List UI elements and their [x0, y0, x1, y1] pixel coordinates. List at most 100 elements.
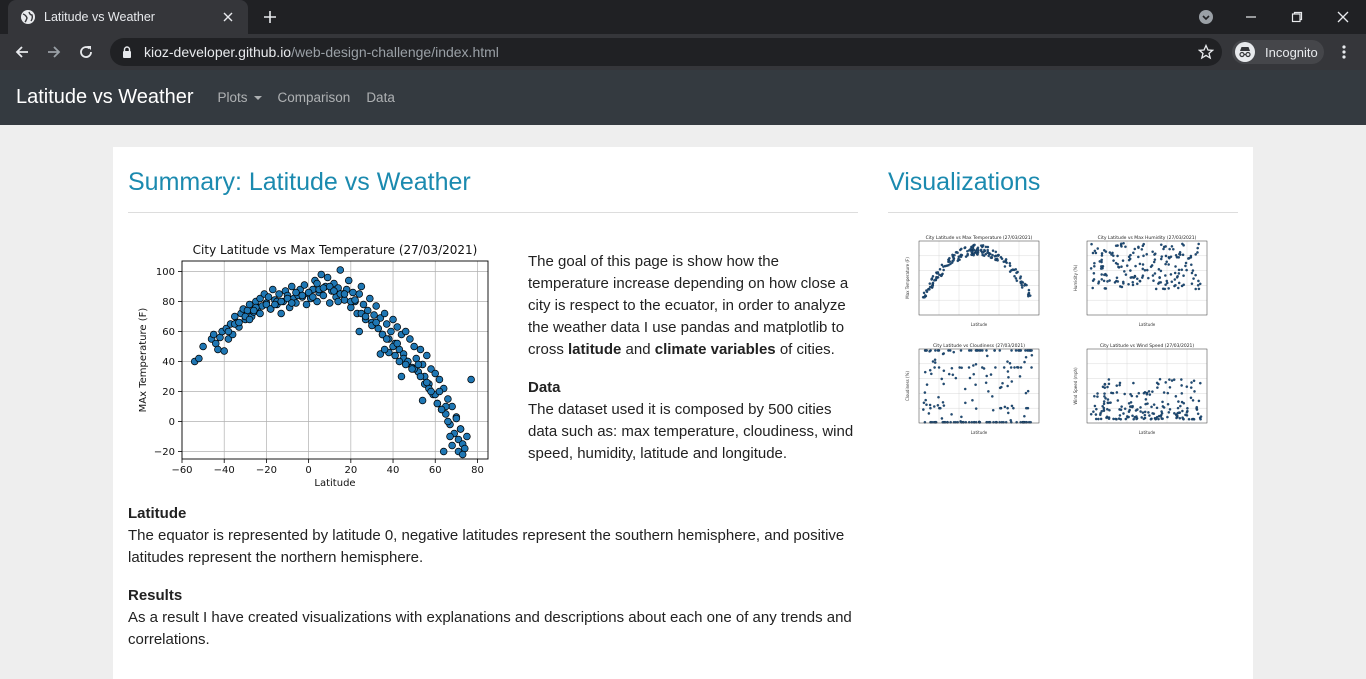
thumbnail-cloudiness[interactable]: City Latitude vs Cloudiness (27/03/2021)… — [903, 341, 1043, 437]
menu-dots-icon[interactable] — [1334, 40, 1354, 64]
thumbnail-point — [1195, 405, 1199, 409]
thumbnail-point — [1131, 283, 1135, 287]
thumbnail-point — [1008, 264, 1012, 267]
nav-item-data[interactable]: Data — [366, 90, 395, 105]
minimize-icon[interactable] — [1228, 0, 1274, 34]
latitude-section: Latitude The equator is represented by l… — [128, 503, 858, 569]
thumbnail-point — [1129, 253, 1132, 257]
thumbnail-point — [1180, 284, 1184, 288]
thumbnail-point — [1177, 400, 1180, 403]
thumbnail-point — [1197, 399, 1201, 403]
thumbnail-point — [1006, 370, 1010, 373]
scatter-point — [195, 354, 203, 363]
tab-search-icon[interactable] — [1196, 7, 1216, 27]
thumbnail-point — [971, 399, 974, 402]
browser-tab[interactable]: Latitude vs Weather — [8, 0, 248, 34]
thumbnail-point — [1015, 271, 1018, 275]
latitude-temperature-chart[interactable]: City Latitude vs Max Temperature (27/03/… — [132, 239, 502, 499]
thumbnail-point — [1132, 381, 1135, 385]
nav-item-plots[interactable]: Plots — [210, 90, 270, 105]
scatter-point — [452, 414, 461, 423]
incognito-profile-button[interactable]: Incognito — [1232, 40, 1324, 64]
thumbnail-point — [1164, 283, 1167, 287]
thumbnail-point — [1118, 414, 1122, 417]
thumbnail-point — [941, 401, 945, 404]
new-tab-icon[interactable] — [258, 5, 282, 29]
thumbnail-point — [938, 273, 941, 277]
thumbnail-point — [1190, 271, 1194, 275]
thumbnail-point — [1003, 405, 1007, 409]
thumbnail-point — [1015, 279, 1019, 283]
scatter-point — [344, 276, 353, 285]
url-host: kioz-developer.github.io — [144, 44, 292, 60]
thumbnail-point — [1094, 417, 1098, 421]
thumbnail-point — [975, 252, 979, 256]
scatter-point — [393, 339, 402, 348]
thumbnail-point — [1174, 254, 1178, 257]
thumbnail-point — [976, 248, 980, 251]
thumbnail-point — [966, 252, 969, 256]
thumbnail-point — [1190, 263, 1193, 267]
scatter-point — [435, 387, 444, 396]
close-icon[interactable] — [216, 5, 240, 29]
scatter-point — [271, 300, 279, 309]
thumbnail-point — [1135, 282, 1139, 286]
thumbnail-point — [994, 250, 998, 254]
thumbnail-point — [1166, 391, 1170, 395]
nav-item-comparison[interactable]: Comparison — [277, 90, 351, 105]
thumbnail-point — [1123, 392, 1126, 396]
bookmark-star-icon[interactable] — [1198, 44, 1214, 60]
thumbnail-point — [924, 398, 927, 402]
thumbnail-point — [1112, 254, 1115, 257]
visualizations-title: Visualizations — [888, 168, 1238, 213]
restore-icon[interactable] — [1274, 0, 1320, 34]
scatter-point — [444, 395, 452, 403]
thumbnail-max-temperature[interactable]: City Latitude vs Max Temperature (27/03/… — [903, 233, 1043, 329]
navbar-brand[interactable]: Latitude vs Weather — [16, 86, 194, 108]
thumbnail-point — [1170, 379, 1174, 382]
scatter-point — [351, 296, 359, 304]
thumbnail-point — [1020, 283, 1024, 287]
scatter-point — [287, 299, 296, 307]
thumbnail-point — [925, 403, 928, 407]
thumbnail-point — [960, 415, 963, 419]
thumbnail-point — [1164, 262, 1167, 266]
thumbnail-point — [1187, 257, 1190, 260]
thumbnail-point — [1127, 415, 1130, 419]
thumbnail-point — [1122, 412, 1125, 415]
thumbnail-humidity[interactable]: City Latitude vs Max Humidity (27/03/202… — [1071, 233, 1211, 329]
thumbnail-point — [1193, 390, 1196, 393]
scatter-point — [446, 432, 454, 441]
thumbnail-point — [1152, 279, 1155, 282]
thumbnail-point — [1164, 245, 1167, 248]
thumbnail-point — [967, 366, 971, 369]
thumbnail-point — [1120, 405, 1123, 408]
thumbnail-point — [1147, 276, 1150, 280]
scatter-point — [330, 287, 338, 295]
thumbnail-point — [1135, 417, 1138, 421]
forward-arrow-icon[interactable] — [40, 38, 68, 66]
thumbnail-point — [928, 368, 932, 372]
thumbnail-point — [1123, 407, 1127, 411]
thumbnail-point — [1027, 349, 1030, 352]
thumbnail-point — [996, 253, 1000, 257]
thumbnail-point — [1143, 410, 1147, 414]
scatter-point — [256, 309, 264, 318]
thumbnail-point — [1118, 381, 1122, 385]
thumbnail-point — [1097, 282, 1100, 285]
address-bar[interactable]: kioz-developer.github.io/web-design-chal… — [110, 38, 1222, 66]
thumbnail-point — [1174, 265, 1177, 268]
thumbnail-point — [1164, 274, 1167, 277]
back-arrow-icon[interactable] — [8, 38, 36, 66]
thumbnail-point — [1149, 417, 1153, 421]
thumbnail-x-label: Latitude — [1139, 322, 1156, 327]
thumbnail-wind-speed[interactable]: City Latitude vs Wind Speed (27/03/2021)… — [1071, 341, 1211, 437]
thumbnail-point — [1158, 281, 1161, 284]
thumbnail-point — [975, 349, 979, 352]
window-close-icon[interactable] — [1320, 0, 1366, 34]
scatter-point — [372, 302, 380, 310]
thumbnail-point — [1094, 413, 1098, 416]
thumbnail-point — [1093, 404, 1097, 408]
y-tick-label: 100 — [156, 267, 175, 278]
reload-icon[interactable] — [72, 38, 100, 66]
